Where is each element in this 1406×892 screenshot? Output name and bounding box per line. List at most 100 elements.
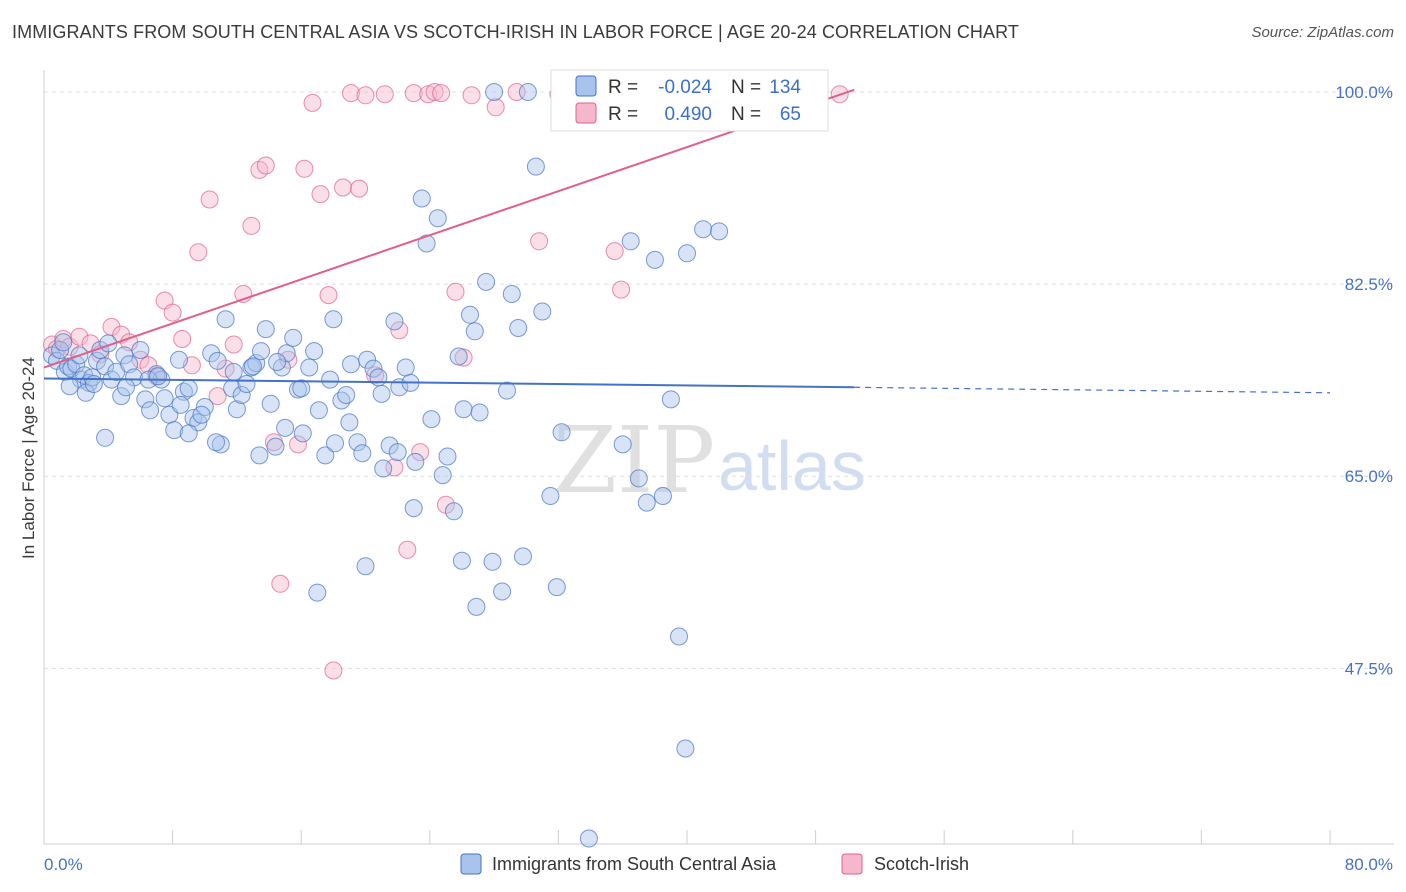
point-south-central-asia [308, 583, 327, 602]
point-south-central-asia [284, 328, 303, 347]
point-south-central-asia [509, 319, 528, 337]
point-south-central-asia [465, 322, 484, 341]
point-south-central-asia [412, 189, 431, 208]
point-scotch-irish [404, 84, 423, 103]
point-south-central-asia [422, 410, 441, 429]
point-scotch-irish [366, 366, 385, 385]
point-south-central-asia [493, 582, 512, 601]
point-south-central-asia [96, 428, 115, 447]
point-south-central-asia [316, 446, 335, 465]
legend-r-label-1: R = [608, 77, 638, 98]
point-scotch-irish [242, 216, 261, 235]
trend-line-scotch-irish [43, 88, 855, 369]
series-legend: Immigrants from South Central Asia Scotc… [460, 853, 969, 875]
x-tick-label-min: 0.0% [44, 855, 83, 874]
point-scotch-irish [289, 435, 307, 454]
point-south-central-asia [237, 375, 256, 393]
point-south-central-asia [131, 341, 150, 359]
point-south-central-asia [670, 627, 688, 646]
point-south-central-asia [252, 342, 270, 361]
point-scotch-irish [208, 387, 227, 406]
trend-line-south-central-asia-extension [854, 386, 1331, 394]
series-legend-label-blue: Immigrants from South Central Asia [492, 854, 777, 874]
point-scotch-irish [163, 303, 182, 322]
point-scotch-irish [350, 179, 369, 198]
point-south-central-asia [207, 433, 225, 452]
point-south-central-asia [406, 452, 425, 471]
y-tick-label: 65.0% [1345, 467, 1393, 486]
point-scotch-irish [530, 232, 549, 251]
point-scotch-irish [375, 85, 394, 104]
stats-legend-box [550, 69, 829, 132]
point-south-central-asia [452, 551, 471, 570]
point-south-central-asia [348, 433, 367, 452]
point-south-central-asia [292, 379, 311, 398]
point-south-central-asia [272, 358, 291, 377]
point-south-central-asia [514, 547, 532, 566]
point-south-central-asia [552, 423, 571, 442]
point-south-central-asia [428, 209, 447, 228]
point-scotch-irish [173, 330, 192, 348]
point-south-central-asia [444, 502, 463, 521]
point-south-central-asia [171, 395, 190, 414]
point-south-central-asia [83, 368, 102, 387]
point-south-central-asia [179, 424, 198, 443]
y-axis-label: In Labor Force | Age 20-24 [19, 357, 38, 559]
legend-swatch-blue [575, 75, 597, 97]
point-south-central-asia [179, 379, 198, 398]
point-scotch-irish [390, 321, 409, 340]
point-south-central-asia [266, 437, 285, 456]
point-south-central-asia [60, 377, 79, 396]
trend-line-south-central-asia [43, 377, 855, 389]
point-scotch-irish [279, 350, 298, 369]
point-south-central-asia [621, 232, 640, 251]
point-scotch-irish [224, 335, 243, 354]
point-scotch-irish [70, 327, 89, 346]
series-legend-swatch-pink [841, 853, 863, 875]
point-south-central-asia [364, 359, 383, 378]
point-south-central-asia [388, 443, 407, 462]
point-south-central-asia [117, 378, 135, 397]
point-south-central-asia [170, 350, 188, 369]
point-south-central-asia [211, 435, 230, 454]
trend-lines [43, 88, 1331, 394]
point-south-central-asia [96, 357, 115, 376]
point-south-central-asia [385, 312, 404, 331]
point-south-central-asia [579, 829, 598, 848]
point-south-central-asia [454, 400, 473, 419]
data-points [43, 83, 849, 848]
point-south-central-asia [340, 413, 359, 432]
point-scotch-irish [486, 98, 505, 117]
point-scotch-irish [398, 540, 417, 559]
point-south-central-asia [256, 320, 275, 339]
point-south-central-asia [324, 310, 343, 329]
point-south-central-asia [396, 358, 415, 377]
point-south-central-asia [261, 394, 280, 413]
point-scotch-irish [200, 190, 219, 209]
point-south-central-asia [645, 250, 664, 269]
point-south-central-asia [353, 444, 372, 463]
point-south-central-asia [417, 234, 436, 253]
point-south-central-asia [653, 487, 672, 505]
point-south-central-asia [449, 347, 468, 366]
point-south-central-asia [208, 351, 227, 370]
point-south-central-asia [224, 362, 243, 381]
point-south-central-asia [498, 381, 516, 400]
point-scotch-irish [334, 178, 352, 197]
chart-title: IMMIGRANTS FROM SOUTH CENTRAL ASIA VS SC… [12, 22, 1019, 42]
point-south-central-asia [467, 597, 486, 616]
point-south-central-asia [321, 370, 340, 389]
point-scotch-irish [605, 242, 624, 261]
point-scotch-irish [256, 156, 275, 175]
point-south-central-asia [293, 424, 312, 443]
point-south-central-asia [155, 389, 174, 408]
point-south-central-asia [332, 391, 351, 410]
point-south-central-asia [326, 434, 344, 453]
watermark-zip: ZIP [553, 407, 715, 514]
point-south-central-asia [710, 222, 729, 241]
legend-r-value-1: -0.024 [658, 77, 712, 98]
point-south-central-asia [470, 403, 489, 422]
legend-swatch-pink [575, 102, 597, 124]
point-south-central-asia [629, 469, 648, 488]
